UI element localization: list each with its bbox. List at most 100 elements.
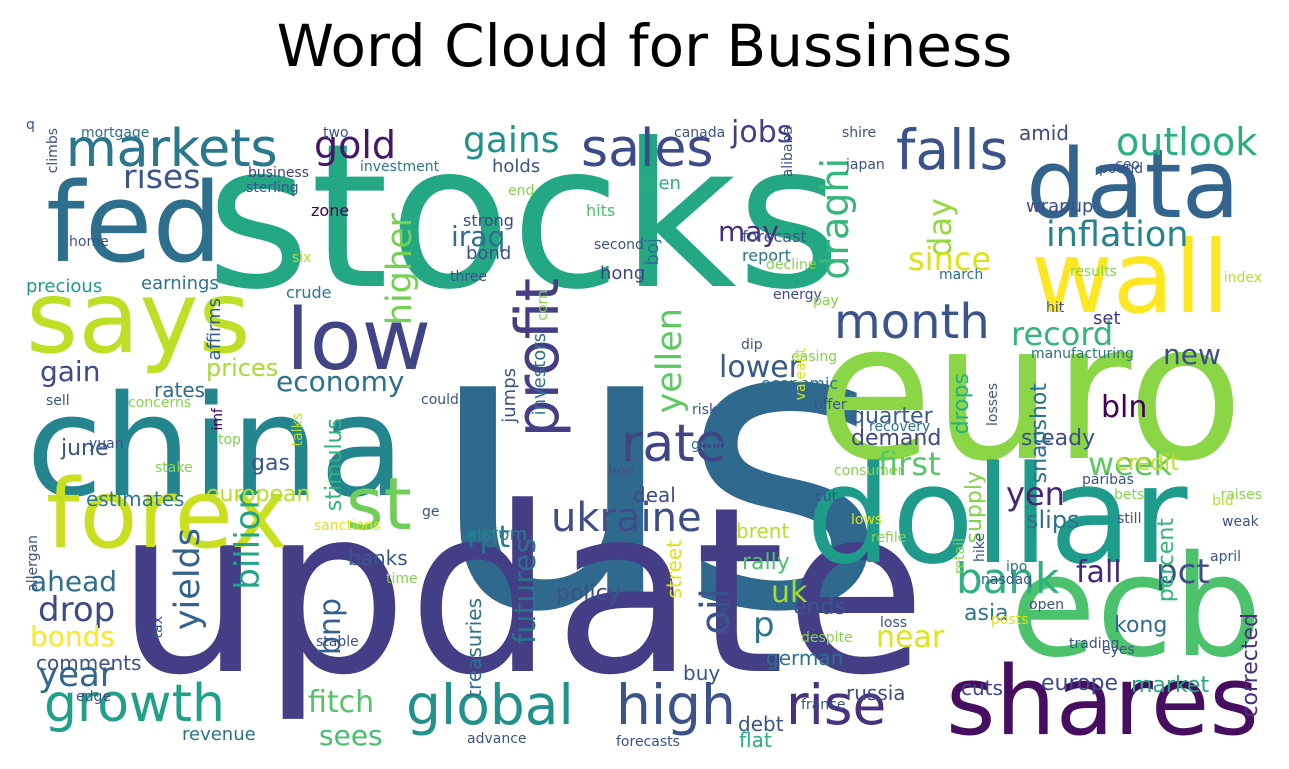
word-prices: prices [206, 354, 279, 382]
word-drop: drop [38, 590, 116, 630]
word-sales: sales [581, 119, 714, 179]
word-cut: cut [815, 489, 838, 505]
word-trading: trading [1069, 636, 1120, 652]
word-fall: fall [1076, 555, 1122, 590]
word-refile: refile [871, 530, 907, 546]
word-fitch: fitch [308, 685, 375, 720]
word-crude: crude [286, 283, 332, 302]
word-hong: hong [600, 263, 646, 284]
word-canada: canada [674, 125, 726, 141]
word-comments: comments [36, 651, 142, 675]
word-boe: boe [608, 463, 635, 479]
word-recovery: recovery [869, 419, 931, 435]
word-bond: bond [466, 243, 512, 264]
word-rpt: rpt [467, 520, 511, 555]
word-european: european [206, 482, 311, 507]
word-buy: buy [683, 661, 721, 685]
word-manufacturing: manufacturing [1031, 346, 1134, 362]
word-two: two [323, 125, 349, 141]
word-france: france [801, 697, 846, 713]
word-june: june [61, 436, 109, 461]
word-banks: banks [348, 546, 408, 570]
word-stocks: stocks [206, 118, 841, 334]
word-climbs: climbs [45, 128, 61, 174]
word-bln: bln [1101, 390, 1148, 425]
word-higher: higher [380, 213, 420, 326]
word-dollar: dollar [806, 437, 1188, 594]
word-economy: economy [276, 365, 405, 398]
word-grains: grains [691, 437, 735, 453]
word-growth: growth [44, 674, 225, 734]
word-may: may [718, 215, 780, 248]
word-investment: investment [360, 159, 440, 175]
word-policy: policy [556, 581, 621, 606]
word-advance: advance [467, 731, 527, 747]
word-seen: seen [638, 173, 681, 194]
word-forex: forex [46, 460, 288, 570]
word-ipo: ipo [1006, 559, 1028, 575]
word-futures: futures [508, 538, 543, 645]
word-record: record [1011, 315, 1114, 353]
word-top: top [218, 432, 241, 448]
word-six: six [292, 250, 312, 266]
word-zone: zone [311, 201, 350, 220]
word-posts: posts [991, 612, 1029, 628]
word-gold: gold [314, 123, 397, 167]
word-steady: steady [1021, 426, 1096, 451]
word-ends: ends [793, 595, 846, 620]
page-title: Word Cloud for Bussiness [276, 12, 1013, 80]
word-russia: russia [846, 681, 906, 705]
word-report: report [742, 246, 791, 265]
word-alstom: alstom [466, 524, 528, 545]
word-iraq: iraq [451, 220, 506, 253]
word-yellen: yellen [650, 308, 690, 414]
word-asian: asian [715, 598, 731, 636]
word-three: three [450, 269, 488, 285]
word-economic: economic [761, 374, 839, 393]
word-rates: rates [154, 378, 206, 402]
word-amid: amid [1019, 121, 1069, 145]
word-corn: corn [535, 290, 551, 321]
word-pound: pound [1099, 161, 1144, 177]
word-percent: percent [1154, 518, 1179, 603]
word-forecast: forecast [742, 227, 807, 246]
word-pay: pay [813, 293, 839, 309]
word-hit: hit [1046, 300, 1065, 316]
word-concerns: concerns [128, 395, 192, 411]
word-treasuries: treasuries [462, 598, 486, 698]
word-open: open [1029, 597, 1064, 613]
word-near: near [876, 620, 945, 655]
word-demand: demand [851, 426, 942, 451]
word-shire: shire [842, 125, 877, 141]
word-eyes: eyes [1102, 642, 1135, 658]
word-year: year [38, 655, 114, 695]
word-uk: uk [771, 575, 808, 610]
word-rise: rise [786, 673, 887, 737]
word-mortgage: mortgage [81, 125, 150, 141]
word-precious: precious [26, 276, 103, 297]
word-markets: markets [66, 119, 278, 179]
word-results: results [1070, 264, 1117, 280]
word-stimulus: stimulus [322, 418, 347, 512]
word-lows: lows [851, 512, 883, 528]
word-losses: losses [985, 383, 1001, 426]
word-china: china [26, 366, 406, 529]
word-affirms: affirms [204, 298, 225, 361]
word-new: new [1163, 338, 1221, 371]
word-easing: easing [791, 349, 838, 365]
word-sterling: sterling [246, 180, 299, 196]
word-tax: tax [150, 616, 166, 639]
word-corrected: corrected [1238, 613, 1262, 718]
word-dip: dip [741, 337, 763, 353]
word-street: street [662, 540, 686, 599]
word-wrapup: wrapup [1026, 196, 1094, 217]
word-rises: rises [123, 157, 201, 196]
word-alibaba: alibaba [780, 126, 796, 178]
word-euro: euro [816, 282, 1244, 503]
word-snapshot: snapshot [1027, 383, 1052, 484]
word-kong: kong [1114, 613, 1168, 638]
word-index: index [1223, 270, 1262, 286]
word-edge: edge [76, 689, 111, 705]
word-ecb: ecb [1010, 526, 1262, 689]
word-since: since [908, 240, 992, 278]
